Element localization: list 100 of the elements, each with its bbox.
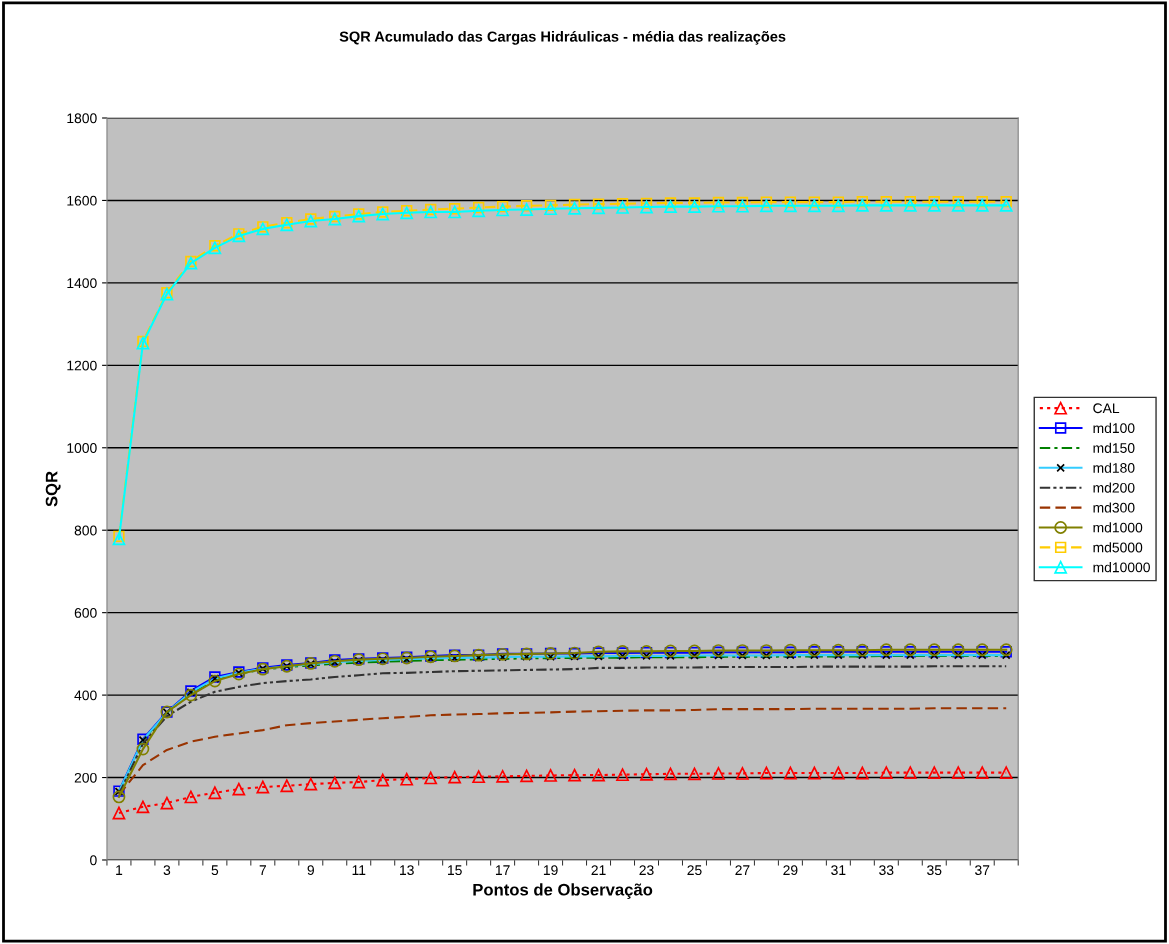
point [712, 196, 725, 209]
point [112, 790, 126, 804]
x-tick-label: 13 [400, 865, 414, 876]
point [1000, 195, 1012, 208]
point [688, 767, 701, 781]
point [712, 199, 725, 213]
point [232, 782, 246, 796]
point [136, 800, 150, 814]
point [184, 790, 198, 804]
point [855, 198, 869, 212]
x-tick-label: 27 [735, 865, 750, 875]
y-tick-label: 1000 [67, 443, 97, 453]
point [904, 195, 916, 208]
point [616, 201, 629, 214]
x-tick-label: 9 [307, 865, 314, 876]
point [592, 201, 605, 215]
x-axis-title: Pontos de Observação [473, 883, 653, 899]
point [472, 201, 485, 214]
y-tick-label: 0 [90, 855, 97, 866]
point [616, 768, 629, 782]
point [855, 766, 869, 780]
point [736, 767, 749, 780]
point [712, 767, 725, 780]
point [760, 196, 773, 208]
point [928, 195, 940, 208]
point [568, 768, 581, 782]
point [951, 198, 965, 212]
x-tick-label: 7 [259, 865, 266, 875]
point [136, 742, 150, 756]
x-tick-label: 21 [591, 865, 606, 875]
point [208, 674, 222, 688]
y-tick-label: 600 [74, 607, 97, 618]
y-tick-label: 1200 [67, 360, 97, 371]
point [879, 198, 893, 212]
point [592, 768, 605, 782]
x-tick-label: 17 [495, 865, 510, 875]
point [903, 766, 917, 779]
point [568, 201, 581, 215]
point [520, 200, 533, 212]
point [496, 769, 510, 783]
point [328, 776, 342, 790]
point [640, 197, 653, 210]
point [280, 779, 294, 793]
point [832, 196, 845, 208]
x-tick-label: 29 [783, 865, 798, 876]
point [951, 766, 965, 779]
point [688, 200, 701, 214]
point [544, 199, 557, 212]
point [879, 766, 893, 779]
point [448, 205, 462, 219]
point [640, 767, 653, 781]
point [975, 198, 989, 212]
point [496, 200, 509, 213]
legend-label: md150 [1093, 442, 1135, 453]
point [472, 770, 486, 784]
y-tick-label: 1600 [67, 195, 97, 206]
point [807, 199, 821, 213]
legend-label: md5000 [1093, 542, 1143, 553]
point [975, 766, 989, 779]
point [376, 773, 390, 787]
point [807, 766, 821, 780]
point [664, 200, 677, 214]
legend-label: md200 [1093, 482, 1135, 493]
point [736, 199, 749, 213]
point [568, 198, 581, 211]
point [496, 203, 510, 217]
legend-label: md100 [1093, 422, 1135, 434]
point [784, 196, 797, 208]
point [808, 196, 821, 208]
x-tick-label: 35 [927, 865, 942, 876]
y-tick-label: 1400 [67, 278, 97, 289]
point [831, 766, 845, 780]
point [688, 197, 701, 209]
point [664, 197, 677, 209]
point [160, 796, 174, 810]
point [520, 769, 534, 783]
point [304, 777, 318, 791]
y-tick-label: 200 [74, 772, 97, 783]
legend-label: CAL [1093, 403, 1120, 414]
point [999, 198, 1013, 212]
x-tick-label: 23 [639, 865, 654, 876]
point [208, 786, 222, 800]
point [880, 195, 893, 208]
point [831, 199, 845, 213]
x-tick-label: 33 [879, 865, 894, 876]
x-tick-label: 3 [163, 865, 171, 876]
point [640, 200, 653, 214]
point [760, 766, 773, 780]
x-tick-label: 37 [975, 865, 990, 876]
point [952, 195, 964, 208]
x-tick-label: 11 [352, 865, 366, 875]
point [783, 199, 797, 213]
point [736, 196, 749, 209]
point [352, 775, 366, 789]
x-tick-label: 15 [448, 865, 462, 876]
point [472, 204, 486, 218]
point [256, 780, 270, 794]
x-tick-label: 31 [831, 865, 846, 876]
point [448, 770, 462, 784]
x-tick-label: 1 [116, 865, 123, 875]
